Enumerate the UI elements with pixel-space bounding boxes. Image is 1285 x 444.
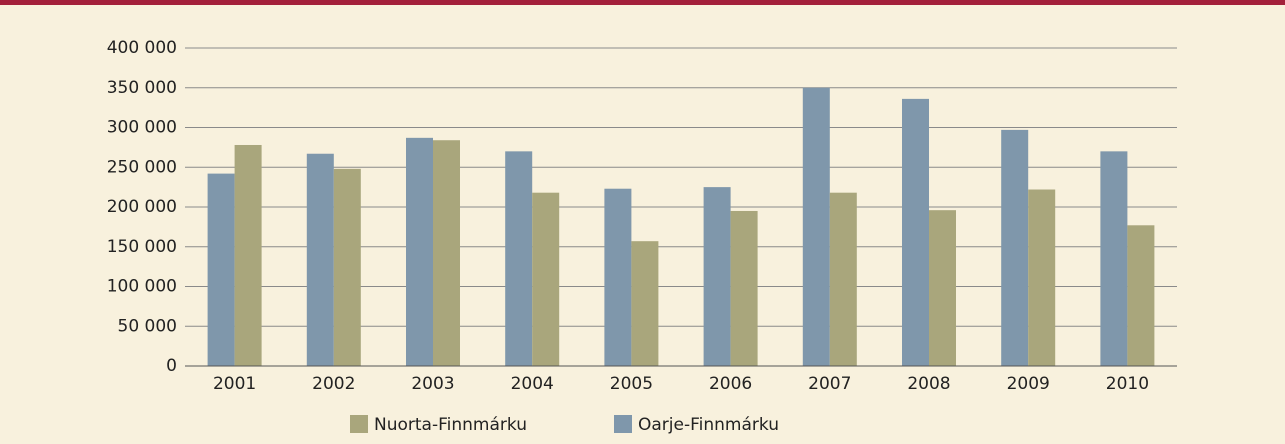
x-tick-label: 2005: [610, 374, 653, 394]
top-bar: [0, 0, 1285, 5]
y-tick-label: 300 000: [107, 118, 177, 138]
bar: [406, 137, 433, 366]
legend-label: Nuorta-Finnmárku: [374, 415, 527, 435]
bar: [703, 187, 731, 366]
y-tick-label: 350 000: [107, 78, 177, 98]
bar: [1001, 129, 1029, 366]
bar: [333, 168, 361, 366]
bar: [306, 153, 334, 366]
bar: [631, 241, 659, 366]
bar: [604, 188, 632, 366]
bar: [234, 144, 262, 366]
bar: [532, 192, 560, 366]
y-tick-label: 200 000: [107, 197, 177, 217]
x-tick-label: 2010: [1106, 374, 1149, 394]
bar: [829, 192, 857, 366]
bar: [505, 151, 533, 366]
y-tick-label: 100 000: [107, 277, 177, 297]
bar: [1028, 189, 1056, 366]
y-tick-label: 0: [166, 356, 177, 376]
bar: [802, 87, 830, 366]
x-tick-label: 2002: [312, 374, 355, 394]
y-tick-label: 250 000: [107, 157, 177, 177]
x-tick-label: 2009: [1007, 374, 1050, 394]
bar: [1100, 151, 1128, 366]
y-tick-label: 400 000: [107, 38, 177, 58]
x-tick-label: 2003: [411, 374, 454, 394]
y-tick-label: 50 000: [118, 316, 177, 336]
bar: [433, 140, 460, 366]
x-tick-label: 2008: [907, 374, 950, 394]
y-tick-label: 150 000: [107, 237, 177, 257]
bar: [929, 210, 956, 366]
legend-label: Oarje-Finnmárku: [638, 415, 779, 435]
x-tick-label: 2006: [709, 374, 752, 394]
x-tick-label: 2001: [213, 374, 256, 394]
bar: [207, 173, 235, 366]
x-tick-label: 2007: [808, 374, 851, 394]
legend-swatch: [350, 415, 368, 433]
x-tick-label: 2004: [511, 374, 554, 394]
legend-swatch: [614, 415, 632, 433]
bar: [902, 98, 929, 366]
bar: [730, 210, 758, 366]
bar: [1127, 225, 1155, 366]
